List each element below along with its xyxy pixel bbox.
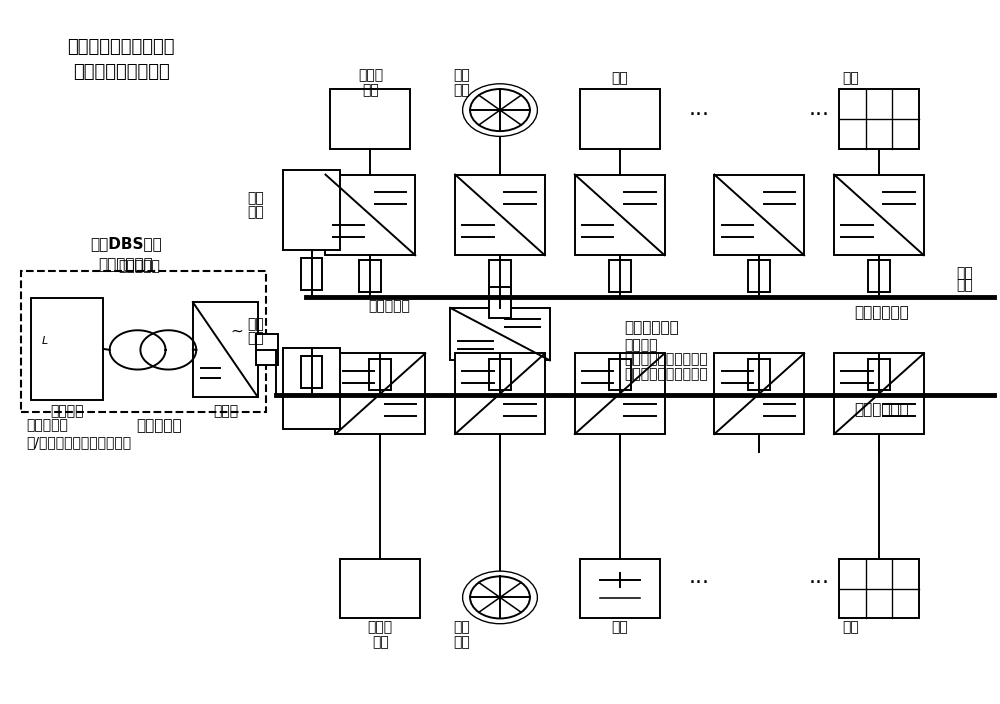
Bar (455, 353, 545, 434)
Text: 并网运行：: 并网运行： (26, 419, 68, 433)
Text: 储能: 储能 (611, 620, 628, 634)
Text: 光伏: 光伏 (842, 72, 859, 85)
Bar (714, 353, 804, 434)
Text: 负载: 负载 (372, 635, 389, 649)
Text: 功率控制: 功率控制 (625, 338, 658, 352)
Bar (489, 358, 511, 390)
Text: 负载: 负载 (247, 205, 264, 219)
Bar (359, 260, 381, 292)
Text: 中压直流母线电压控制: 中压直流母线电压控制 (625, 352, 708, 366)
Bar (489, 287, 511, 318)
Bar (340, 559, 420, 619)
Text: 燃料: 燃料 (453, 68, 470, 82)
Text: 统一控制策略: 统一控制策略 (625, 320, 679, 335)
Bar (369, 358, 391, 390)
Text: ···: ··· (809, 105, 830, 125)
Bar (193, 302, 258, 397)
Text: ···: ··· (809, 573, 830, 593)
Bar (301, 258, 322, 289)
Bar (748, 260, 770, 292)
Text: 交流电网: 交流电网 (50, 405, 84, 419)
Bar (839, 89, 919, 149)
Bar (21, 271, 266, 412)
Text: 电池: 电池 (453, 635, 470, 649)
Bar (575, 175, 665, 256)
Bar (609, 358, 631, 390)
Text: 定恒压控制: 定恒压控制 (136, 418, 182, 433)
Bar (325, 175, 415, 256)
Bar (834, 175, 924, 256)
Bar (283, 170, 340, 251)
Text: 中/低压母线电压均为额定值: 中/低压母线电压均为额定值 (26, 435, 131, 448)
Bar (609, 260, 631, 292)
Bar (335, 353, 425, 434)
Text: 阻性: 阻性 (247, 317, 264, 331)
Text: 低压直流母线电压控制: 低压直流母线电压控制 (625, 367, 708, 382)
Text: 阻抗: 阻抗 (956, 278, 973, 292)
Text: 阻性: 阻性 (247, 191, 264, 205)
Text: 燃料: 燃料 (453, 620, 470, 634)
Bar (455, 175, 545, 256)
Text: 低压直流母线: 低压直流母线 (854, 306, 909, 320)
Bar (256, 334, 278, 365)
Text: 直流变压器: 直流变压器 (368, 299, 410, 313)
Bar (489, 260, 511, 292)
Text: ~: ~ (231, 323, 243, 338)
Text: 分散式统一控制策略: 分散式统一控制策略 (73, 63, 169, 80)
Bar (748, 358, 770, 390)
Bar (580, 89, 660, 149)
Text: 电池: 电池 (453, 84, 470, 97)
Bar (575, 353, 665, 434)
Text: 恒功率: 恒功率 (368, 620, 393, 634)
Bar (450, 308, 550, 360)
Bar (283, 348, 340, 429)
Text: 基于DBS的分: 基于DBS的分 (90, 236, 162, 251)
Text: L: L (41, 336, 48, 346)
Text: 并网、离网: 并网、离网 (118, 260, 160, 273)
Text: 线路: 线路 (956, 266, 973, 279)
Bar (868, 358, 890, 390)
Bar (31, 298, 103, 400)
Text: ···: ··· (689, 573, 710, 593)
Text: ···: ··· (689, 105, 710, 125)
Text: 恒功率: 恒功率 (358, 68, 383, 82)
Text: 中压直流母线: 中压直流母线 (854, 402, 909, 417)
Bar (714, 175, 804, 256)
Text: 光伏: 光伏 (842, 620, 859, 634)
Bar (330, 89, 410, 149)
Bar (868, 260, 890, 292)
Text: 负载: 负载 (362, 84, 379, 97)
Text: 负载: 负载 (247, 331, 264, 345)
Bar (301, 356, 322, 388)
Bar (834, 353, 924, 434)
Text: 储能: 储能 (611, 72, 628, 85)
Text: 中低压直流配电系统的: 中低压直流配电系统的 (67, 38, 175, 56)
Text: 换流站: 换流站 (213, 405, 238, 419)
Text: 散式控制策略: 散式控制策略 (99, 257, 153, 272)
Bar (580, 559, 660, 619)
Bar (839, 559, 919, 619)
